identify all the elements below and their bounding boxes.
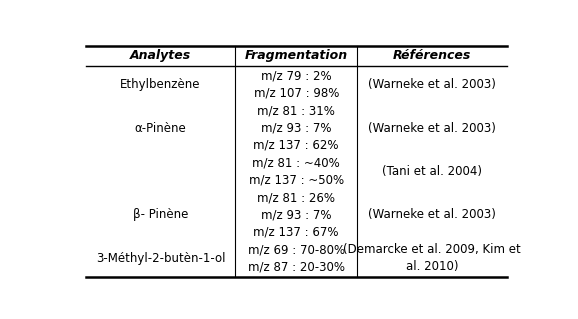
Text: β- Pinène: β- Pinène: [133, 208, 188, 221]
Text: (Warneke et al. 2003): (Warneke et al. 2003): [368, 208, 496, 221]
Text: m/z 81 : ~40%
m/z 137 : ~50%: m/z 81 : ~40% m/z 137 : ~50%: [249, 156, 344, 186]
Text: (Warneke et al. 2003): (Warneke et al. 2003): [368, 122, 496, 135]
Text: (Demarcke et al. 2009, Kim et
al. 2010): (Demarcke et al. 2009, Kim et al. 2010): [343, 243, 521, 273]
Text: Fragmentation: Fragmentation: [244, 49, 348, 63]
Text: m/z 81 : 31%
m/z 93 : 7%
m/z 137 : 62%: m/z 81 : 31% m/z 93 : 7% m/z 137 : 62%: [254, 105, 339, 152]
Text: Ethylbenzène: Ethylbenzène: [120, 78, 201, 91]
Text: (Tani et al. 2004): (Tani et al. 2004): [382, 165, 482, 178]
Text: m/z 81 : 26%
m/z 93 : 7%
m/z 137 : 67%: m/z 81 : 26% m/z 93 : 7% m/z 137 : 67%: [254, 191, 339, 238]
Text: 3-Méthyl-2-butèn-1-ol: 3-Méthyl-2-butèn-1-ol: [96, 252, 225, 264]
Text: (Warneke et al. 2003): (Warneke et al. 2003): [368, 78, 496, 91]
Text: m/z 69 : 70-80%
m/z 87 : 20-30%: m/z 69 : 70-80% m/z 87 : 20-30%: [247, 243, 345, 273]
Text: Analytes: Analytes: [130, 49, 191, 63]
Text: m/z 79 : 2%
m/z 107 : 98%: m/z 79 : 2% m/z 107 : 98%: [254, 70, 339, 100]
Text: Références: Références: [393, 49, 471, 63]
Text: α-Pinène: α-Pinène: [135, 122, 186, 135]
